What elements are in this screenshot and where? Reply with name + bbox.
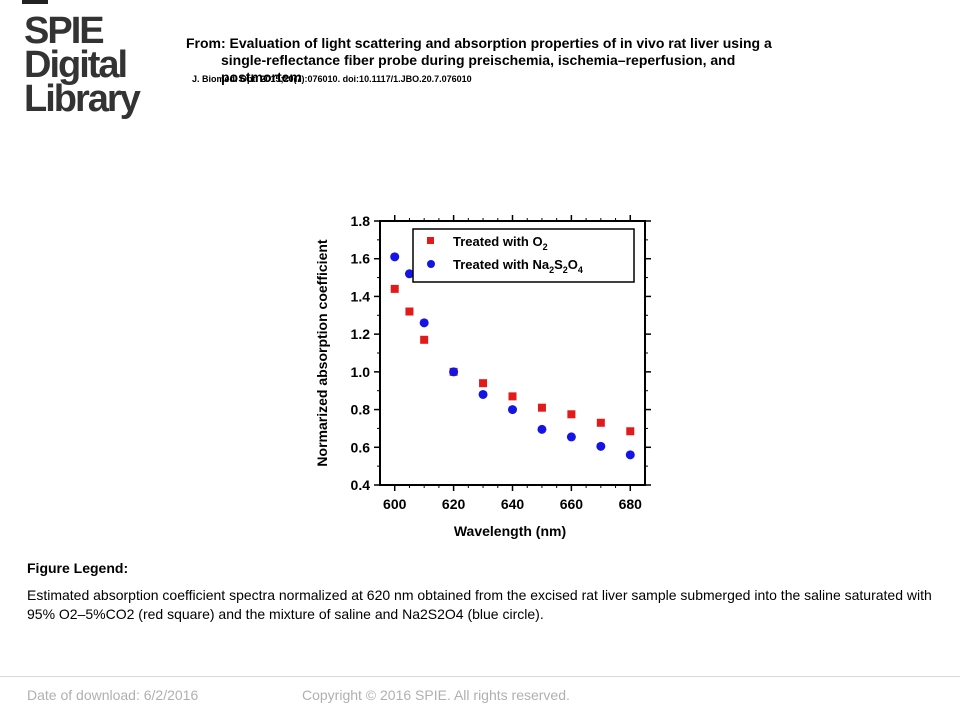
legend-label-o2: Treated with O2 <box>453 234 548 252</box>
na2s2o4-data-point <box>537 424 547 434</box>
y-tick-label: 1.8 <box>351 213 371 229</box>
o2-data-point <box>390 284 399 293</box>
figure-legend-heading: Figure Legend: <box>27 560 129 576</box>
absorption-scatter-chart: 0.4 0.6 0.8 1.0 1.2 1.4 1.6 1.8 600 620 640 660 680… <box>314 213 651 539</box>
o2-data-point <box>405 307 414 316</box>
y-axis-ticks: 0.4 0.6 0.8 1.0 1.2 1.4 1.6 1.8 <box>351 213 651 493</box>
y-tick-label: 1.2 <box>351 326 371 342</box>
article-citation: J. Biomed. Opt. 2015;20(7):076010. doi:1… <box>192 74 472 84</box>
logo-line-3: Library <box>24 78 141 120</box>
title-line-2: single-reflectance fiber probe during pr… <box>221 52 736 68</box>
y-tick-label: 0.4 <box>351 477 371 493</box>
download-date: Date of download: 6/2/2016 <box>27 687 199 703</box>
o2-data-point <box>508 392 517 401</box>
na2s2o4-data-point <box>404 269 414 279</box>
na2s2o4-data-point <box>478 389 488 399</box>
na2s2o4-data-point <box>596 441 606 451</box>
na2s2o4-data-point <box>625 450 635 460</box>
na2s2o4-data-point <box>508 405 517 415</box>
x-axis-label: Wavelength (nm) <box>454 523 566 539</box>
na2s2o4-data-point <box>566 432 576 442</box>
logo-line-1: SPIE <box>24 10 105 52</box>
na2s2o4-data-point <box>449 367 459 377</box>
legend-box <box>412 228 635 283</box>
legend-marker-o2 <box>427 237 434 244</box>
na2s2o4-data-point <box>419 318 429 328</box>
y-tick-label: 1.6 <box>351 251 371 267</box>
article-title: From: Evaluation of light scattering and… <box>186 35 886 86</box>
logo-line-2: Digital <box>24 44 128 86</box>
title-line-3: postmortem <box>221 69 302 85</box>
spie-digital-library-logo: SPIE Digital Library <box>24 10 154 120</box>
footer-divider <box>0 676 960 677</box>
o2-data-point <box>420 335 429 344</box>
y-tick-label: 1.4 <box>351 288 371 304</box>
figure-legend-text: Estimated absorption coefficient spectra… <box>27 587 932 622</box>
y-tick-label: 1.0 <box>351 364 371 380</box>
x-tick-label: 640 <box>501 496 525 512</box>
x-tick-label: 600 <box>383 496 407 512</box>
o2-data-point <box>479 379 488 388</box>
o2-data-point <box>567 410 576 419</box>
title-line-1: From: Evaluation of light scattering and… <box>186 35 772 51</box>
na2s2o4-data-point <box>390 252 400 262</box>
o2-data-point <box>596 418 605 427</box>
x-tick-label: 660 <box>560 496 584 512</box>
chart-legend: Treated with O2 Treated with Na2S2O4 <box>412 228 635 283</box>
legend-marker-na2s2o4 <box>427 260 435 268</box>
copyright-notice: Copyright © 2016 SPIE. All rights reserv… <box>302 687 570 703</box>
o2-data-point <box>626 427 635 436</box>
y-axis-label: Normarized absorption coefficient <box>314 239 330 466</box>
x-tick-label: 680 <box>619 496 643 512</box>
x-axis-ticks: 600 620 640 660 680 <box>383 215 642 512</box>
logo-accent-bar <box>22 0 48 4</box>
y-tick-label: 0.8 <box>351 402 371 418</box>
y-tick-label: 0.6 <box>351 439 371 455</box>
x-tick-label: 620 <box>442 496 466 512</box>
data-points <box>390 252 635 460</box>
o2-data-point <box>537 403 546 412</box>
